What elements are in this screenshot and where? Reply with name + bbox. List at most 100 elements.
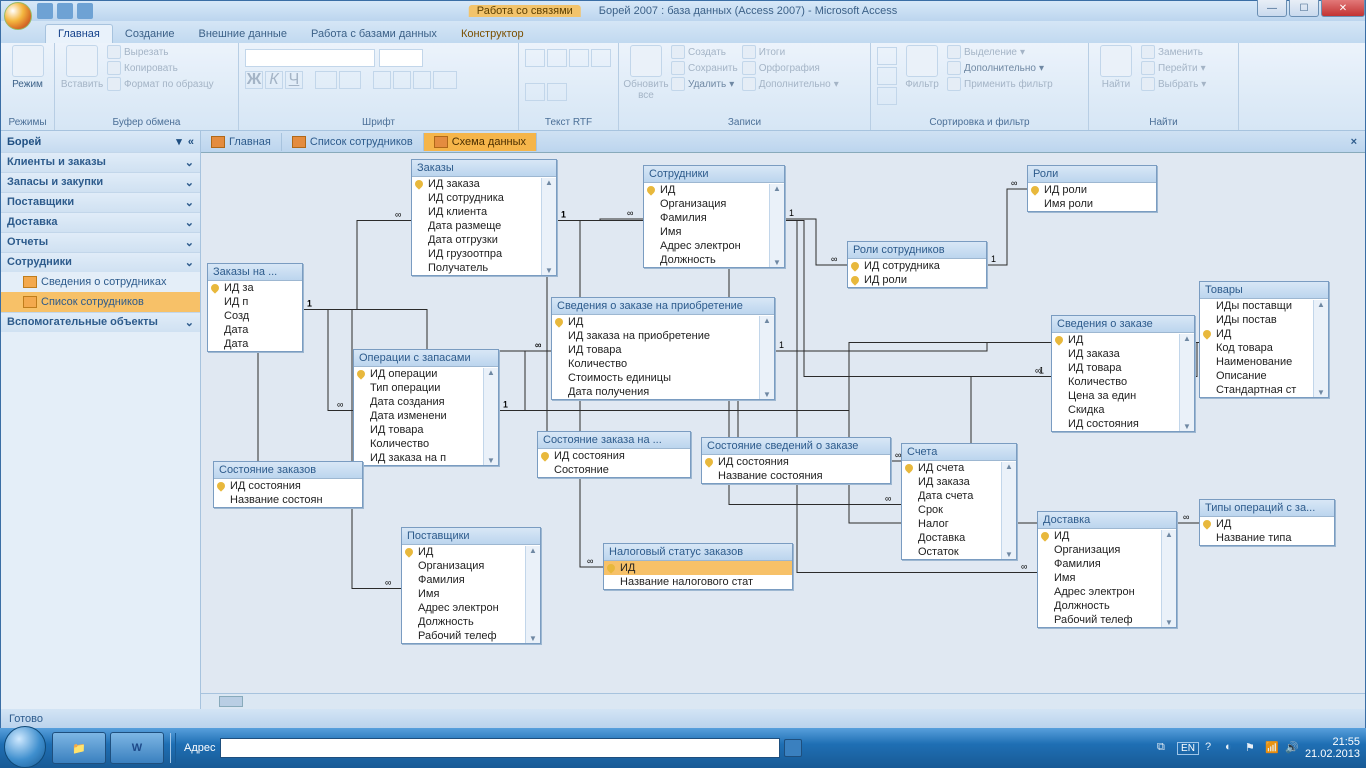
nav-item[interactable]: Список сотрудников: [1, 292, 200, 312]
nav-header[interactable]: Борей▾ «: [1, 131, 200, 152]
ribbon-tab[interactable]: Конструктор: [449, 25, 536, 43]
ribbon-tab[interactable]: Работа с базами данных: [299, 25, 449, 43]
taskbar-clock[interactable]: 21:55 21.02.2013: [1305, 736, 1360, 760]
windows-taskbar: 📁 W Адрес ⧉ EN ? ◐ ⚑ 📶 🔊 21:55 21.02.201…: [0, 728, 1366, 768]
table-sotr[interactable]: СотрудникиИДОрганизацияФамилияИмяАдрес э…: [643, 165, 785, 268]
sort-desc-button[interactable]: [877, 67, 897, 85]
close-tab-button[interactable]: ×: [1343, 136, 1365, 148]
table-zakazy[interactable]: ЗаказыИД заказаИД сотрудникаИД клиентаДа…: [411, 159, 557, 276]
table-sost_zak_na[interactable]: Состояние заказа на ...ИД состоянияСосто…: [537, 431, 691, 478]
taskbar-app-word[interactable]: W: [110, 732, 164, 764]
table-sost_sved[interactable]: Состояние сведений о заказеИД состоянияН…: [701, 437, 891, 484]
spelling-button[interactable]: Орфография: [742, 61, 839, 75]
cut-button[interactable]: Вырезать: [107, 45, 214, 59]
table-zak_na[interactable]: Заказы на ...ИД заИД пСоздДатаДата: [207, 263, 303, 352]
table-roli_sotr[interactable]: Роли сотрудниковИД сотрудникаИД роли: [847, 241, 987, 288]
clear-sort-button[interactable]: [877, 87, 897, 105]
totals-button[interactable]: Итоги: [742, 45, 839, 59]
font-controls[interactable]: Ж К Ч: [245, 45, 512, 115]
document-tab[interactable]: Схема данных: [424, 133, 537, 151]
table-sved_zak[interactable]: Сведения о заказеИДИД заказаИД товараКол…: [1051, 315, 1195, 432]
svg-text:∞: ∞: [587, 556, 593, 566]
more-button[interactable]: Дополнительно ▾: [742, 77, 839, 91]
delete-record-button[interactable]: Удалить ▾: [671, 77, 738, 91]
access-window: Работа со связями Борей 2007 : база данн…: [0, 0, 1366, 728]
language-indicator[interactable]: EN: [1177, 742, 1199, 755]
toggle-filter-button[interactable]: Применить фильтр: [947, 77, 1053, 91]
svg-text:∞: ∞: [1011, 178, 1017, 188]
table-tovary[interactable]: ТоварыИДы поставщиИДы поставИДКод товара…: [1199, 281, 1329, 398]
ribbon-tab[interactable]: Внешние данные: [187, 25, 299, 43]
close-button[interactable]: ✕: [1321, 0, 1365, 17]
svg-text:1: 1: [503, 400, 508, 410]
address-input[interactable]: [220, 738, 780, 758]
table-postav[interactable]: ПоставщикиИДОрганизацияФамилияИмяАдрес э…: [401, 527, 541, 644]
taskbar-app-explorer[interactable]: 📁: [52, 732, 106, 764]
select-button[interactable]: Выбрать ▾: [1141, 77, 1206, 91]
ribbon-tabs: ГлавнаяСозданиеВнешние данныеРабота с ба…: [1, 21, 1365, 43]
ribbon-tab[interactable]: Главная: [45, 24, 113, 43]
nav-group[interactable]: Доставка⌄: [1, 212, 200, 232]
relationships-canvas[interactable]: 1∞1∞1∞1∞1∞1∞1∞1∞1∞1∞1∞1∞1∞1∞1∞1∞1∞1∞1∞1∞…: [201, 153, 1365, 709]
tray-help-icon[interactable]: ?: [1205, 741, 1219, 755]
tray-balloon-icon[interactable]: ◐: [1225, 741, 1239, 755]
document-tab[interactable]: Список сотрудников: [282, 133, 424, 151]
rtf-controls[interactable]: [525, 45, 612, 115]
tray-volume-icon[interactable]: 🔊: [1285, 741, 1299, 755]
selection-button[interactable]: Выделение ▾: [947, 45, 1053, 59]
table-scheta[interactable]: СчетаИД счетаИД заказаДата счетаСрокНало…: [901, 443, 1017, 560]
save-record-button[interactable]: Сохранить: [671, 61, 738, 75]
ribbon-tab[interactable]: Создание: [113, 25, 187, 43]
paste-button[interactable]: Вставить: [61, 45, 103, 90]
svg-text:∞: ∞: [385, 578, 391, 588]
svg-text:∞: ∞: [1021, 562, 1027, 572]
tray-network-icon[interactable]: 📶: [1265, 741, 1279, 755]
advanced-filter-button[interactable]: Дополнительно ▾: [947, 61, 1053, 75]
status-text: Готово: [9, 713, 43, 725]
group-modes-caption: Режимы: [7, 115, 48, 130]
table-sost_zak[interactable]: Состояние заказовИД состоянияНазвание со…: [213, 461, 363, 508]
nav-group[interactable]: Поставщики⌄: [1, 192, 200, 212]
table-oper[interactable]: Операции с запасамиИД операцииТип операц…: [353, 349, 499, 466]
table-roli[interactable]: РолиИД ролиИмя роли: [1027, 165, 1157, 212]
table-tipy_oper[interactable]: Типы операций с за...ИДНазвание типа: [1199, 499, 1335, 546]
ribbon: Режим Режимы Вставить Вырезать Копироват…: [1, 43, 1365, 131]
nav-group[interactable]: Запасы и закупки⌄: [1, 172, 200, 192]
filter-button[interactable]: Фильтр: [901, 45, 943, 90]
svg-text:∞: ∞: [627, 208, 633, 218]
start-button[interactable]: [4, 726, 46, 768]
maximize-button[interactable]: ☐: [1289, 0, 1319, 17]
refresh-button[interactable]: Обновить все: [625, 45, 667, 101]
nav-item[interactable]: Сведения о сотрудниках: [1, 272, 200, 292]
office-button[interactable]: [4, 2, 32, 30]
tray-icon[interactable]: ⧉: [1157, 741, 1171, 755]
nav-group[interactable]: Вспомогательные объекты⌄: [1, 312, 200, 332]
document-tab[interactable]: Главная: [201, 133, 282, 151]
taskbar-address: Адрес: [184, 738, 802, 758]
tray-flag-icon[interactable]: ⚑: [1245, 741, 1259, 755]
copy-button[interactable]: Копировать: [107, 61, 214, 75]
view-button[interactable]: Режим: [7, 45, 48, 90]
window-title: Борей 2007 : база данных (Access 2007) -…: [599, 5, 897, 17]
workspace: Борей▾ « Клиенты и заказы⌄Запасы и закуп…: [1, 131, 1365, 709]
nav-group[interactable]: Отчеты⌄: [1, 232, 200, 252]
find-button[interactable]: Найти: [1095, 45, 1137, 90]
titlebar: Работа со связями Борей 2007 : база данн…: [1, 1, 1365, 21]
nav-group[interactable]: Сотрудники⌄: [1, 252, 200, 272]
svg-text:∞: ∞: [885, 494, 891, 504]
address-go-button[interactable]: [784, 739, 802, 757]
document-area: ГлавнаяСписок сотрудниковСхема данных × 1…: [201, 131, 1365, 709]
nav-group[interactable]: Клиенты и заказы⌄: [1, 152, 200, 172]
group-find-caption: Найти: [1095, 115, 1232, 130]
goto-button[interactable]: Перейти ▾: [1141, 61, 1206, 75]
horizontal-scrollbar[interactable]: [201, 693, 1365, 709]
table-nalog[interactable]: Налоговый статус заказовИДНазвание налог…: [603, 543, 793, 590]
new-record-button[interactable]: Создать: [671, 45, 738, 59]
replace-button[interactable]: Заменить: [1141, 45, 1206, 59]
svg-text:∞: ∞: [395, 210, 401, 220]
table-sved_priob[interactable]: Сведения о заказе на приобретениеИДИД за…: [551, 297, 775, 400]
minimize-button[interactable]: —: [1257, 0, 1287, 17]
format-painter-button[interactable]: Формат по образцу: [107, 77, 214, 91]
table-dostavka[interactable]: ДоставкаИДОрганизацияФамилияИмяАдрес эле…: [1037, 511, 1177, 628]
sort-asc-button[interactable]: [877, 47, 897, 65]
